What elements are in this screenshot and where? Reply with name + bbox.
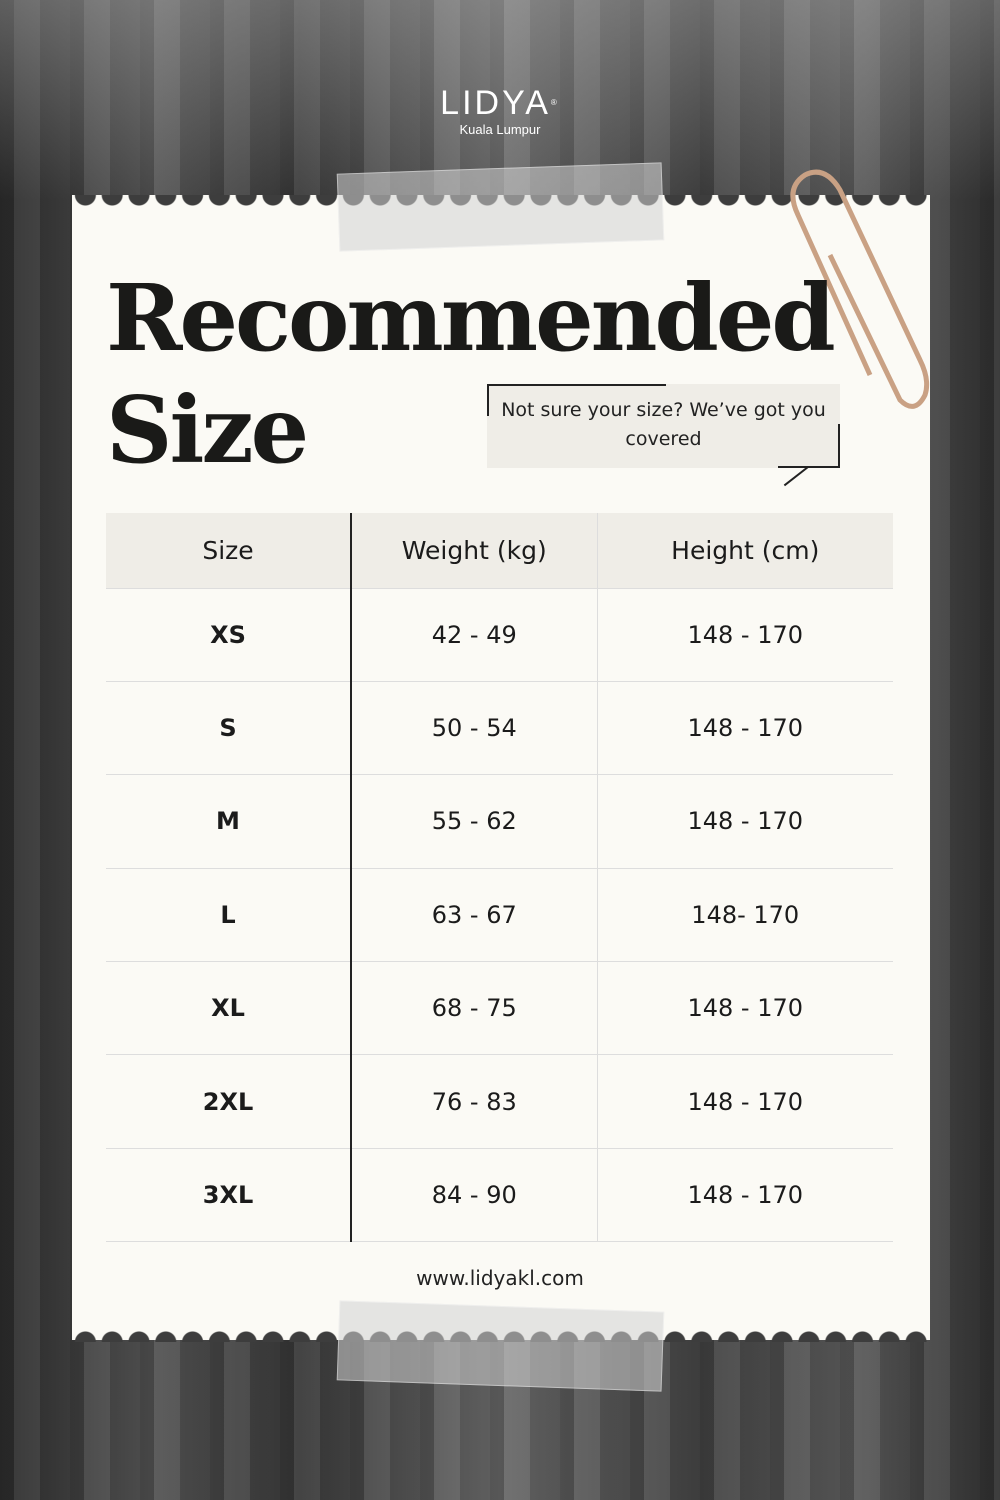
paperclip-icon [790, 169, 930, 409]
table-row: S 50 - 54 148 - 170 [106, 681, 893, 776]
brand-name: LIDYA [440, 84, 551, 122]
speech-bubble: Not sure your size? We’ve got you covere… [487, 384, 840, 468]
cell-size: 2XL [106, 1054, 352, 1149]
cell-size: 3XL [106, 1148, 352, 1243]
cell-weight: 55 - 62 [351, 774, 598, 869]
cell-weight: 68 - 75 [351, 961, 598, 1056]
background-highlight [0, 0, 1000, 200]
cell-weight: 50 - 54 [351, 681, 598, 776]
cell-height: 148 - 170 [597, 1148, 893, 1243]
cell-weight: 42 - 49 [351, 588, 598, 682]
cell-weight: 76 - 83 [351, 1054, 598, 1149]
cell-size: S [106, 681, 352, 776]
size-table: Size Weight (kg) Height (cm) XS 42 - 49 14… [106, 513, 893, 1243]
table-row: 3XL 84 - 90 148 - 170 [106, 1148, 893, 1243]
title-line-1: Recommended [106, 264, 836, 372]
cell-height: 148 - 170 [597, 681, 893, 776]
brand-city: Kuala Lumpur [459, 122, 541, 137]
tape-top [336, 162, 665, 252]
cell-height: 148 - 170 [597, 774, 893, 869]
table-row: M 55 - 62 148 - 170 [106, 774, 893, 869]
website-link[interactable]: www.lidyakl.com [416, 1266, 584, 1290]
cell-weight: 84 - 90 [351, 1148, 598, 1243]
tape-bottom [336, 1300, 665, 1392]
header-weight: Weight (kg) [351, 513, 598, 589]
table-row: XL 68 - 75 148 - 170 [106, 961, 893, 1056]
cell-size: XL [106, 961, 352, 1056]
cell-size: L [106, 868, 352, 963]
cell-height: 148 - 170 [597, 588, 893, 682]
table-row: 2XL 76 - 83 148 - 170 [106, 1054, 893, 1149]
cell-weight: 63 - 67 [351, 868, 598, 963]
cell-height: 148 - 170 [597, 1054, 893, 1149]
table-header-row: Size Weight (kg) Height (cm) [106, 513, 893, 589]
page-title: Recommended Size [106, 262, 836, 486]
table-row: XS 42 - 49 148 - 170 [106, 588, 893, 682]
cell-height: 148 - 170 [597, 961, 893, 1056]
table-row: L 63 - 67 148- 170 [106, 868, 893, 963]
registered-mark: ® [550, 98, 560, 107]
cell-size: XS [106, 588, 352, 682]
header-height: Height (cm) [597, 513, 893, 589]
cell-size: M [106, 774, 352, 869]
title-line-2: Size [106, 376, 309, 484]
cell-height: 148- 170 [597, 868, 893, 963]
header-size: Size [106, 513, 352, 589]
brand-logo: LIDYA® Kuala Lumpur [0, 86, 1000, 137]
